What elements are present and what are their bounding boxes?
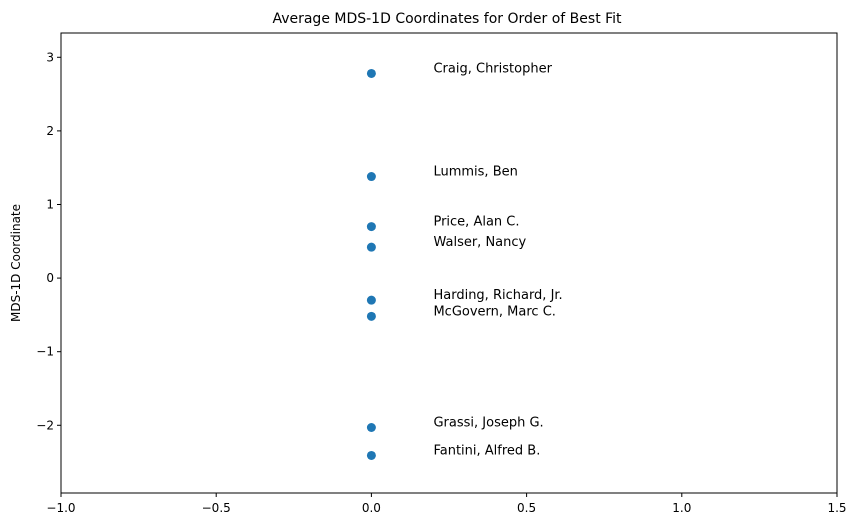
data-point [366, 311, 376, 321]
x-tick-label: 1.5 [827, 501, 846, 515]
y-tick-label: 2 [46, 124, 54, 138]
x-tick-label: 1.0 [672, 501, 691, 515]
point-label: Grassi, Joseph G. [433, 415, 543, 430]
x-tick-label: −1.0 [46, 501, 75, 515]
data-point [366, 222, 376, 232]
y-axis-label: MDS-1D Coordinate [9, 204, 23, 322]
y-tick-label: −2 [36, 418, 54, 432]
point-label: Walser, Nancy [433, 235, 526, 250]
data-point [366, 172, 376, 182]
data-point [366, 242, 376, 252]
y-tick-label: 1 [46, 197, 54, 211]
x-tick-label: 0.5 [517, 501, 536, 515]
y-tick-label: −1 [36, 345, 54, 359]
point-label: Lummis, Ben [433, 165, 517, 180]
point-label: McGovern, Marc C. [433, 304, 555, 319]
chart-title: Average MDS-1D Coordinates for Order of … [272, 11, 622, 27]
y-tick-label: 0 [46, 271, 54, 285]
point-label: Price, Alan C. [433, 215, 519, 230]
plot-frame [60, 32, 838, 494]
data-point [366, 450, 376, 460]
data-point [366, 68, 376, 78]
y-tick-label: 3 [46, 50, 54, 64]
point-label: Harding, Richard, Jr. [433, 288, 562, 303]
x-tick-label: 0.0 [362, 501, 381, 515]
data-point [366, 422, 376, 432]
x-tick-label: −0.5 [202, 501, 231, 515]
plot-area: −1.0 −0.5 0.0 0.5 1.0 1.5 3 2 1 0 −1 −2 Craig, Chris… [36, 50, 846, 515]
point-label: Fantini, Alfred B. [433, 443, 540, 458]
point-label: Craig, Christopher [433, 61, 552, 76]
data-point [366, 295, 376, 305]
